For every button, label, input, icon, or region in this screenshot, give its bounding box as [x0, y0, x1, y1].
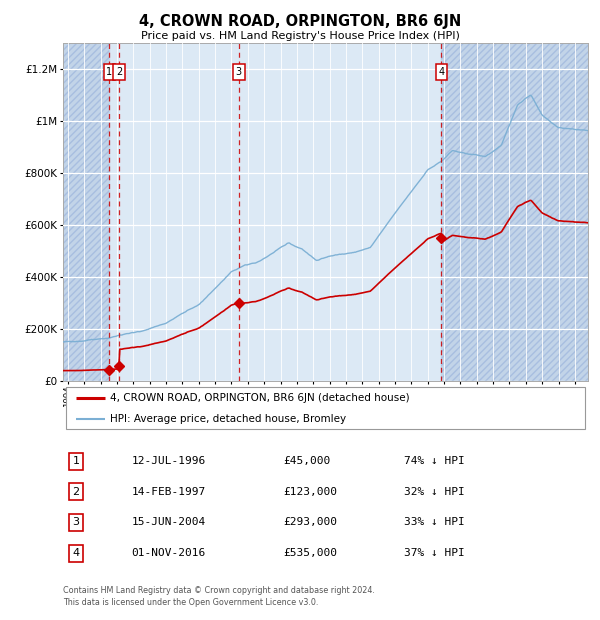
Text: 01-NOV-2016: 01-NOV-2016	[131, 548, 205, 558]
Bar	[441, 43, 588, 381]
Text: 1: 1	[73, 456, 80, 466]
Text: 4, CROWN ROAD, ORPINGTON, BR6 6JN (detached house): 4, CROWN ROAD, ORPINGTON, BR6 6JN (detac…	[110, 393, 410, 403]
Text: 4: 4	[73, 548, 80, 558]
Bar	[63, 43, 109, 381]
Text: £45,000: £45,000	[284, 456, 331, 466]
Text: 3: 3	[236, 67, 242, 77]
Text: 12-JUL-1996: 12-JUL-1996	[131, 456, 205, 466]
Text: 2: 2	[116, 67, 122, 77]
Text: Contains HM Land Registry data © Crown copyright and database right 2024.
This d: Contains HM Land Registry data © Crown c…	[63, 586, 375, 607]
Text: £293,000: £293,000	[284, 518, 337, 528]
Bar	[63, 43, 109, 381]
Text: 4, CROWN ROAD, ORPINGTON, BR6 6JN: 4, CROWN ROAD, ORPINGTON, BR6 6JN	[139, 14, 461, 29]
Text: 37% ↓ HPI: 37% ↓ HPI	[404, 548, 465, 558]
Text: 1: 1	[106, 67, 112, 77]
Text: 33% ↓ HPI: 33% ↓ HPI	[404, 518, 465, 528]
Text: HPI: Average price, detached house, Bromley: HPI: Average price, detached house, Brom…	[110, 414, 346, 423]
Text: 14-FEB-1997: 14-FEB-1997	[131, 487, 205, 497]
Bar	[441, 43, 588, 381]
FancyBboxPatch shape	[65, 388, 586, 429]
Text: 2: 2	[73, 487, 80, 497]
Text: 74% ↓ HPI: 74% ↓ HPI	[404, 456, 465, 466]
Text: £123,000: £123,000	[284, 487, 337, 497]
Text: 4: 4	[438, 67, 445, 77]
Text: 32% ↓ HPI: 32% ↓ HPI	[404, 487, 465, 497]
Text: 15-JUN-2004: 15-JUN-2004	[131, 518, 205, 528]
Text: 3: 3	[73, 518, 80, 528]
Text: Price paid vs. HM Land Registry's House Price Index (HPI): Price paid vs. HM Land Registry's House …	[140, 31, 460, 41]
Text: £535,000: £535,000	[284, 548, 337, 558]
